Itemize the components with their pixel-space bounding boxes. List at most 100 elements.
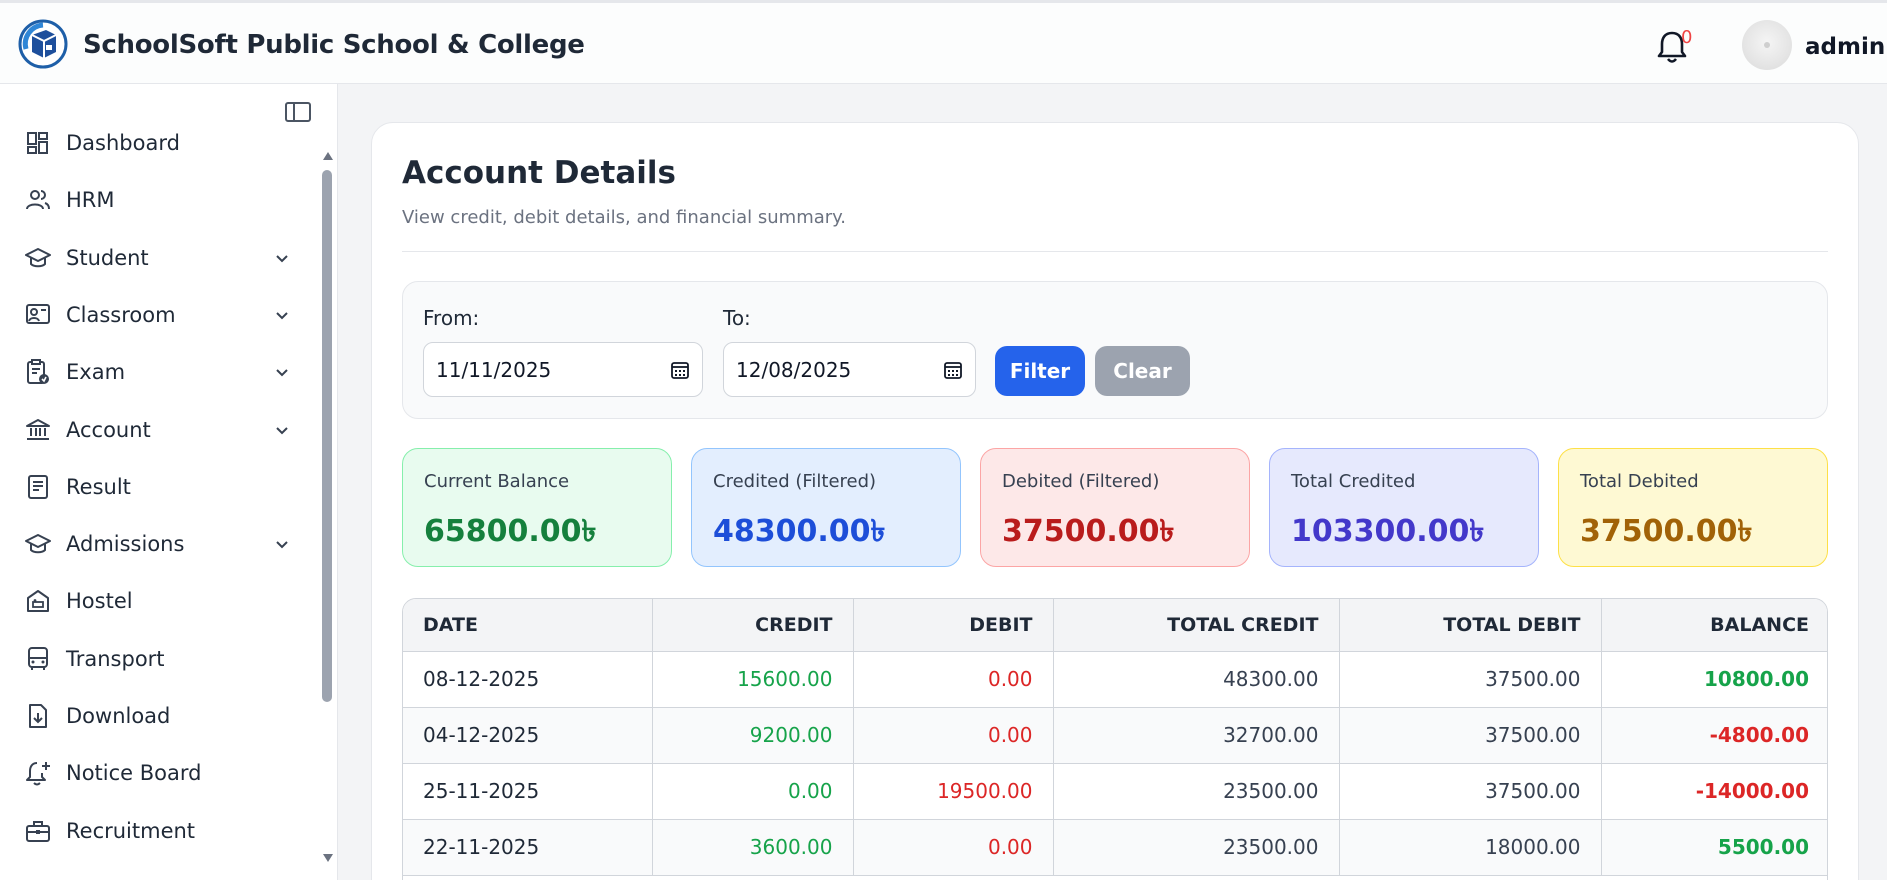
bell-plus-icon (26, 762, 50, 786)
scroll-down-arrow-icon[interactable] (323, 854, 333, 862)
from-date-input[interactable]: 11/11/2025 (423, 342, 703, 397)
sidebar-item-exam[interactable]: Exam (0, 348, 320, 396)
sidebar-item-label: Download (66, 704, 171, 728)
cell-date: 08-12-2025 (403, 651, 653, 708)
sidebar-item-result[interactable]: Result (0, 463, 320, 511)
from-date-value: 11/11/2025 (436, 357, 552, 382)
users-icon (26, 190, 50, 210)
chevron-down-icon[interactable] (272, 420, 292, 440)
chevron-down-icon[interactable] (272, 305, 292, 325)
stat-value: 37500.00৳ (1002, 514, 1175, 549)
column-header: DEBIT (853, 599, 1054, 652)
cell-balance: 5500.00 (1601, 819, 1827, 876)
to-label: To: (723, 306, 751, 330)
sidebar-toggle-icon[interactable] (284, 101, 312, 123)
cell-debit: 0.00 (853, 819, 1054, 876)
sidebar: Dashboard HRM Student Classroom Exam Account R… (0, 84, 338, 880)
column-header: BALANCE (1601, 599, 1827, 652)
bank-icon (26, 419, 50, 440)
stat-card-total-credited: Total Credited 103300.00৳ (1269, 448, 1539, 567)
column-header: CREDIT (652, 599, 854, 652)
stat-card-credited-filtered: Credited (Filtered) 48300.00৳ (691, 448, 961, 567)
dashboard-icon (27, 132, 48, 154)
calendar-icon[interactable] (670, 360, 690, 380)
cell-credit: 9200.00 (652, 707, 854, 764)
school-logo-icon[interactable] (18, 19, 68, 69)
cell-balance: 10800.00 (1601, 651, 1827, 708)
sidebar-item-dashboard[interactable]: Dashboard (0, 119, 320, 167)
chevron-down-icon[interactable] (272, 248, 292, 268)
clear-button[interactable]: Clear (1095, 346, 1190, 396)
page-subtitle: View credit, debit details, and financia… (402, 207, 846, 228)
stat-card-debited-filtered: Debited (Filtered) 37500.00৳ (980, 448, 1250, 567)
sidebar-item-admissions[interactable]: Admissions (0, 520, 320, 568)
briefcase-icon (26, 821, 50, 842)
stat-card-current-balance: Current Balance 65800.00৳ (402, 448, 672, 567)
sidebar-item-hrm[interactable]: HRM (0, 176, 320, 224)
account-details-card: Account Details View credit, debit detai… (371, 122, 1859, 880)
calendar-icon[interactable] (943, 360, 963, 380)
exam-clipboard-icon (27, 359, 49, 384)
cell-debit: 0.00 (853, 651, 1054, 708)
notification-bell-icon[interactable] (1655, 29, 1689, 65)
column-header: TOTAL DEBIT (1339, 599, 1602, 652)
graduation-cap-icon (25, 248, 51, 268)
chevron-down-icon[interactable] (272, 534, 292, 554)
to-date-input[interactable]: 12/08/2025 (723, 342, 976, 397)
sidebar-item-recruitment[interactable]: Recruitment (0, 807, 320, 855)
stat-label: Total Credited (1291, 471, 1416, 492)
graduation-cap-icon (25, 534, 51, 554)
user-avatar[interactable] (1742, 20, 1792, 70)
cell-total-credit: 23500.00 (1053, 819, 1340, 876)
account-table: DATE CREDIT DEBIT TOTAL CREDIT TOTAL DEB… (402, 598, 1828, 880)
app-title: SchoolSoft Public School & College (83, 30, 585, 60)
chevron-down-icon[interactable] (272, 362, 292, 382)
column-header: TOTAL CREDIT (1053, 599, 1340, 652)
table-row: 25-11-2025 0.00 19500.00 23500.00 37500.00 -1… (403, 763, 1827, 820)
sidebar-item-account[interactable]: Account (0, 406, 320, 454)
stat-value: 103300.00৳ (1291, 514, 1485, 549)
cell-total-debit: 37500.00 (1339, 763, 1602, 820)
stat-label: Total Debited (1580, 471, 1699, 492)
table-row: 08-12-2025 15600.00 0.00 48300.00 37500.00 10… (403, 651, 1827, 708)
cell-total-debit: 37500.00 (1339, 651, 1602, 708)
sidebar-item-label: Admissions (66, 532, 185, 556)
sidebar-item-label: Account (66, 418, 151, 442)
sidebar-scrollbar[interactable] (318, 152, 338, 866)
sidebar-item-transport[interactable]: Transport (0, 635, 320, 683)
stat-card-total-debited: Total Debited 37500.00৳ (1558, 448, 1828, 567)
scrollbar-thumb[interactable] (322, 170, 332, 702)
sidebar-item-student[interactable]: Student (0, 234, 320, 282)
sidebar-item-classroom[interactable]: Classroom (0, 291, 320, 339)
sidebar-item-label: Result (66, 475, 131, 499)
sidebar-item-hostel[interactable]: Hostel (0, 577, 320, 625)
from-label: From: (423, 306, 480, 330)
sidebar-item-download[interactable]: Download (0, 692, 320, 740)
file-download-icon (29, 704, 47, 728)
notification-count: 0 (1681, 27, 1693, 48)
stat-value: 37500.00৳ (1580, 514, 1753, 549)
hostel-icon (27, 590, 49, 612)
sidebar-item-label: Notice Board (66, 761, 202, 785)
sidebar-item-notice-board[interactable]: Notice Board (0, 749, 320, 797)
user-name[interactable]: admin (1805, 34, 1886, 60)
cell-total-debit: 18000.00 (1339, 819, 1602, 876)
scroll-up-arrow-icon[interactable] (323, 152, 333, 160)
cell-date: 04-12-2025 (403, 707, 653, 764)
to-date-value: 12/08/2025 (736, 357, 852, 382)
stat-value: 48300.00৳ (713, 514, 886, 549)
cell-total-credit: 32700.00 (1053, 707, 1340, 764)
cell-balance: -14000.00 (1601, 763, 1827, 820)
stat-label: Debited (Filtered) (1002, 471, 1160, 492)
cell-credit: 3600.00 (652, 819, 854, 876)
column-header: DATE (403, 599, 653, 652)
table-header-row: DATE CREDIT DEBIT TOTAL CREDIT TOTAL DEB… (403, 599, 1827, 652)
sidebar-item-label: Student (66, 246, 149, 270)
divider (402, 251, 1828, 252)
sidebar-item-label: HRM (66, 188, 115, 212)
cell-total-debit: 37500.00 (1339, 707, 1602, 764)
stat-value: 65800.00৳ (424, 514, 597, 549)
table-row: 04-12-2025 9200.00 0.00 32700.00 37500.00 -48… (403, 707, 1827, 764)
sidebar-item-label: Hostel (66, 589, 133, 613)
filter-button[interactable]: Filter (995, 346, 1085, 396)
